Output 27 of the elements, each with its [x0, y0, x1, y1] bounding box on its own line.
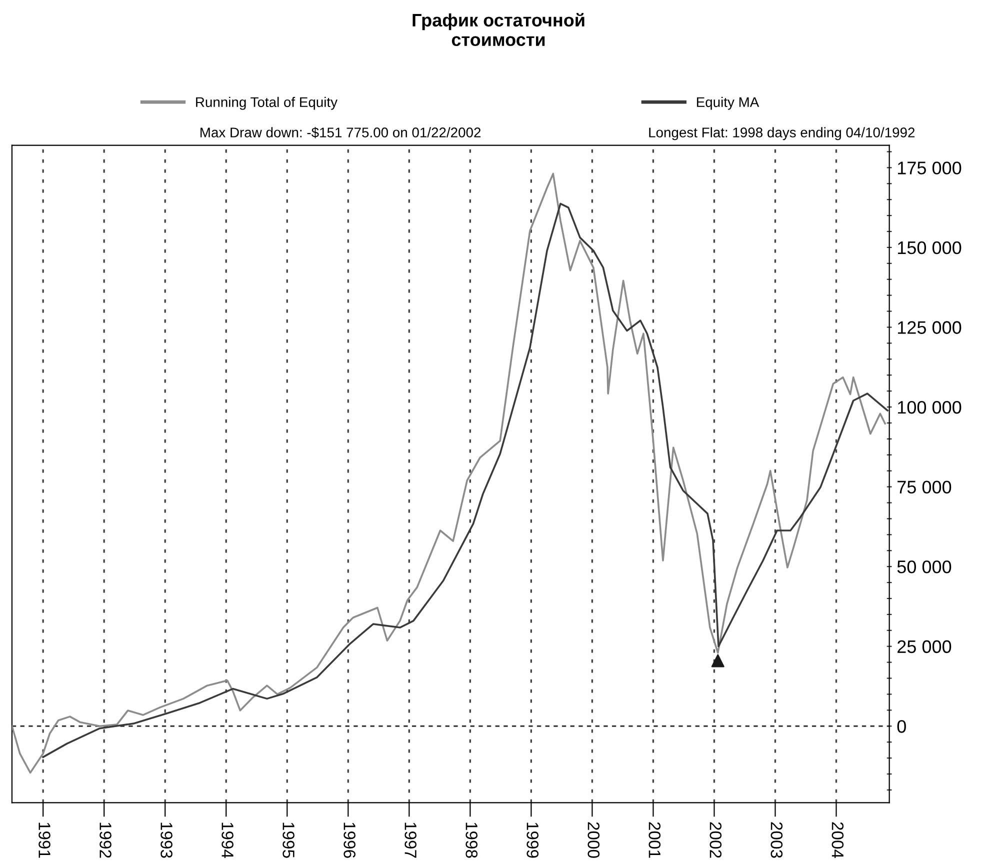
x-tick-label: 1992: [100, 822, 112, 858]
x-tick-label: 2002: [710, 822, 722, 858]
y-tick-label: 150 000: [898, 241, 962, 254]
x-tick-label: 1998: [466, 822, 478, 858]
y-tick-label: 100 000: [898, 400, 962, 414]
x-tick-label: 1999: [526, 822, 539, 858]
x-tick-label: 2003: [770, 822, 783, 858]
y-tick-label: 25 000: [898, 640, 952, 654]
y-tick-label: 125 000: [898, 321, 962, 334]
x-tick-label: 1994: [222, 822, 234, 858]
x-tick-label: 1993: [160, 822, 172, 858]
x-tick-label: 2004: [832, 822, 844, 858]
legend-label: Running Total of Equity: [196, 96, 338, 110]
chart-title: График остаточной стоимости: [412, 12, 584, 46]
x-tick-label: 1996: [344, 822, 356, 858]
legend-label: Equity MA: [696, 96, 760, 110]
text: Max Draw down: -$151 775.00 on 01/22/2002: [200, 126, 481, 138]
x-tick-label: 1997: [404, 822, 416, 858]
y-tick-label: 50 000: [897, 560, 952, 574]
y-tick-label: 175 000: [898, 162, 962, 174]
x-tick-label: 2000: [588, 822, 600, 858]
x-tick-label: 2001: [648, 822, 661, 858]
x-tick-label: 1995: [282, 822, 294, 858]
y-tick-label: 0: [897, 720, 906, 733]
x-tick-label: 1991: [38, 822, 50, 858]
y-tick-label: 75 000: [898, 480, 952, 494]
text: Longest Flat: 1998 days ending 04/10/1992: [649, 127, 915, 140]
